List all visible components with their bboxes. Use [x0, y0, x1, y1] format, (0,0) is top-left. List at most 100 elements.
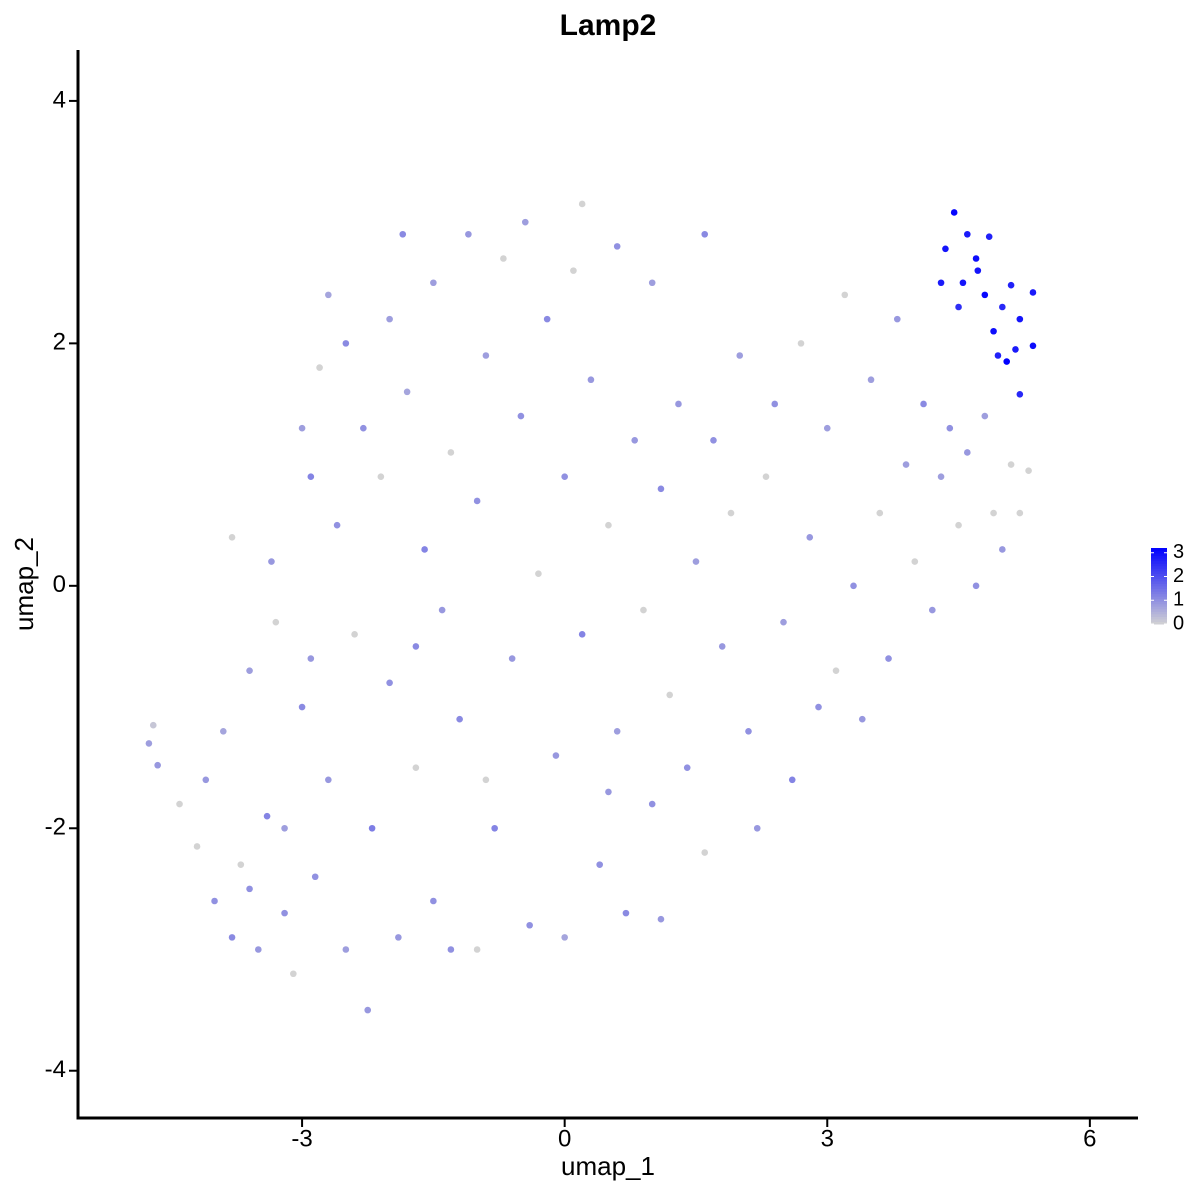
y-tick-label: -2	[45, 814, 66, 841]
point	[727, 509, 735, 517]
point	[578, 200, 586, 208]
point	[263, 812, 271, 820]
colorbar-segment	[1151, 548, 1167, 552]
colorbar-label: 3	[1173, 541, 1184, 563]
point	[517, 412, 525, 420]
colorbar-segment	[1151, 598, 1167, 602]
point	[521, 218, 529, 226]
point	[246, 667, 253, 674]
colorbar-segment	[1151, 550, 1167, 554]
point	[964, 449, 971, 456]
point	[937, 279, 945, 287]
colorbar-label: 2	[1173, 565, 1184, 587]
point	[228, 534, 236, 541]
point	[211, 897, 218, 905]
y-tick-label: 4	[53, 86, 66, 113]
point	[473, 946, 481, 953]
point	[972, 255, 980, 262]
point	[990, 509, 997, 517]
point	[942, 245, 949, 253]
point	[937, 473, 945, 481]
colorbar-segment	[1151, 606, 1167, 610]
point	[561, 934, 568, 941]
point	[255, 946, 262, 953]
point	[640, 606, 647, 614]
colorbar-segment	[1151, 553, 1167, 557]
point	[596, 861, 603, 868]
point	[823, 424, 831, 432]
point	[412, 764, 420, 771]
point	[543, 315, 551, 323]
point	[412, 643, 420, 650]
chart-title: Lamp2	[560, 9, 657, 42]
point	[605, 788, 612, 796]
point	[710, 437, 717, 444]
point	[351, 631, 358, 638]
point	[1007, 461, 1015, 468]
point	[465, 230, 472, 238]
point	[399, 230, 407, 238]
point	[325, 291, 332, 299]
point	[1012, 346, 1019, 353]
colorbar-segment	[1151, 618, 1167, 622]
point	[421, 546, 428, 553]
y-axis-label: umap_2	[9, 537, 39, 631]
point	[955, 303, 962, 311]
point	[797, 340, 805, 347]
y-tick-label: -4	[45, 1056, 66, 1083]
point	[500, 255, 507, 262]
point	[298, 424, 306, 432]
colorbar-segment	[1151, 608, 1167, 612]
y-tick-label: 2	[53, 329, 66, 356]
point	[858, 715, 866, 723]
point	[447, 449, 455, 456]
point	[841, 291, 849, 299]
point	[876, 509, 884, 517]
point	[1016, 315, 1024, 323]
point	[959, 279, 967, 287]
point	[955, 521, 962, 529]
point	[403, 388, 411, 396]
point	[430, 897, 437, 905]
point	[430, 279, 437, 287]
colorbar-segment	[1151, 578, 1167, 582]
point	[950, 209, 958, 216]
point	[386, 679, 393, 687]
point	[985, 233, 993, 240]
point	[570, 267, 577, 274]
point	[395, 934, 402, 941]
x-tick-label: 0	[558, 1125, 571, 1152]
colorbar-segment	[1151, 558, 1167, 562]
point	[780, 618, 787, 626]
point	[867, 376, 875, 384]
point	[885, 655, 892, 662]
point	[666, 691, 674, 699]
colorbar-segment	[1151, 568, 1167, 572]
colorbar-segment	[1151, 563, 1167, 567]
point	[946, 424, 954, 432]
point	[561, 473, 568, 481]
colorbar-segment	[1151, 591, 1167, 595]
point	[648, 800, 656, 808]
colorbar-segment	[1151, 580, 1167, 584]
colorbar-segment	[1151, 586, 1167, 590]
point	[145, 740, 153, 747]
point	[228, 934, 236, 941]
colorbar-segment	[1151, 560, 1167, 564]
point	[342, 340, 350, 347]
colorbar-segment	[1151, 588, 1167, 592]
point	[237, 861, 245, 868]
point	[701, 849, 709, 856]
colorbar-label: 0	[1173, 612, 1184, 634]
point	[491, 824, 498, 832]
colorbar-segment	[1151, 601, 1167, 605]
x-tick-label: 6	[1083, 1125, 1096, 1152]
point	[482, 352, 490, 359]
point	[473, 497, 481, 505]
colorbar-segment	[1151, 596, 1167, 600]
x-axis-label: umap_1	[561, 1151, 655, 1181]
colorbar-segment	[1151, 570, 1167, 574]
point	[272, 618, 280, 626]
point	[1029, 289, 1037, 296]
